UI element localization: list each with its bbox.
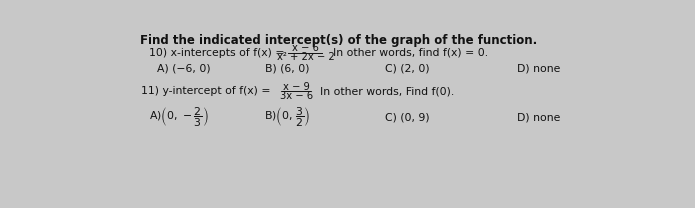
Text: 10) x-intercepts of f(x) =: 10) x-intercepts of f(x) = (149, 48, 288, 58)
Text: 11) y-intercept of f(x) =: 11) y-intercept of f(x) = (141, 86, 274, 96)
Text: In other words, find f(x) = 0.: In other words, find f(x) = 0. (325, 48, 488, 58)
Text: B)$\left(0,\,\dfrac{3}{2}\right)$: B)$\left(0,\,\dfrac{3}{2}\right)$ (263, 106, 310, 129)
Text: B) (6, 0): B) (6, 0) (265, 63, 310, 73)
Text: x² + 2x − 2: x² + 2x − 2 (277, 52, 334, 62)
Text: A)$\left(0,\,-\dfrac{2}{3}\right)$: A)$\left(0,\,-\dfrac{2}{3}\right)$ (149, 106, 208, 129)
Text: D) none: D) none (517, 63, 560, 73)
Text: C) (2, 0): C) (2, 0) (385, 63, 430, 73)
Text: A) (−6, 0): A) (−6, 0) (156, 63, 211, 73)
Text: D) none: D) none (517, 112, 560, 122)
Text: C) (0, 9): C) (0, 9) (385, 112, 430, 122)
Text: 3x − 6: 3x − 6 (279, 91, 313, 101)
Text: In other words, Find f(0).: In other words, Find f(0). (313, 86, 455, 96)
Text: x − 6: x − 6 (292, 43, 319, 53)
Text: Find the indicated intercept(s) of the graph of the function.: Find the indicated intercept(s) of the g… (140, 34, 537, 47)
Text: x − 9: x − 9 (283, 82, 309, 92)
